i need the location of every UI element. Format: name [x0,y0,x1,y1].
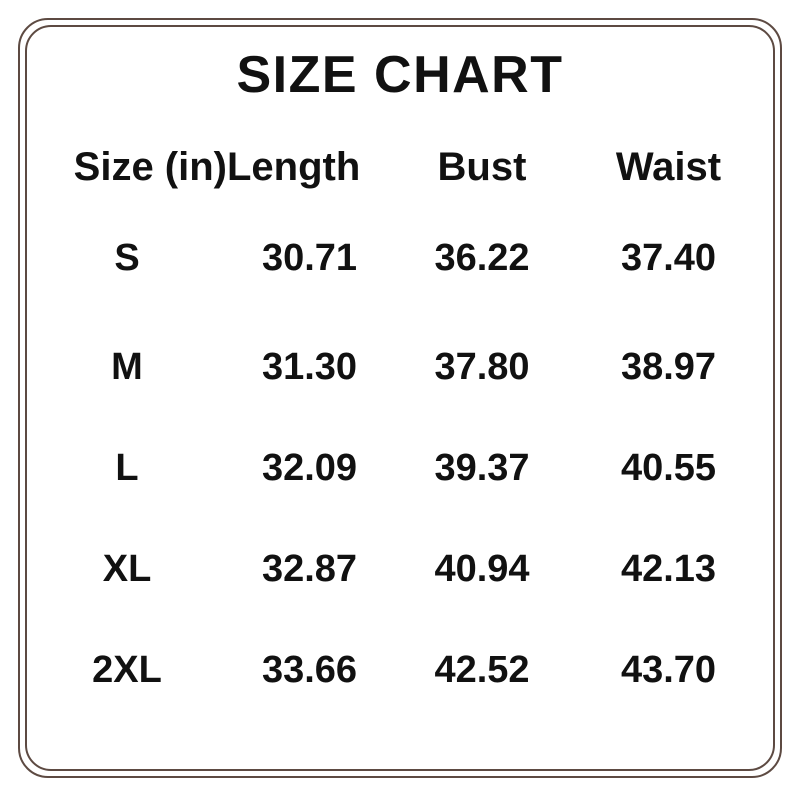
cell-length: 32.87 [261,548,358,590]
column-header-size: Size (in) [73,144,227,189]
cell-waist: 37.40 [620,236,717,279]
table-row: L 32.09 39.37 40.55 [27,418,791,519]
size-chart-content: SIZE CHART Size (in) Length Bust Waist [27,27,773,769]
cell-length: 33.66 [261,649,358,691]
size-chart-card-inner-border: SIZE CHART Size (in) Length Bust Waist [25,25,775,771]
cell-waist: 38.97 [620,346,717,388]
cell-bust: 37.80 [434,346,530,388]
cell-size: L [115,447,139,489]
cell-bust: 36.22 [434,236,530,279]
size-table-body: S 30.71 36.22 37.40 M 31.30 37.80 38.97 … [27,199,791,721]
size-table: Size (in) Length Bust Waist S 30.71 36.2… [27,135,791,721]
cell-bust: 40.94 [434,548,530,590]
cell-length: 30.71 [261,236,358,279]
column-header-length: Length [227,144,361,189]
column-header-bust: Bust [437,144,527,189]
cell-size: M [111,346,143,388]
cell-bust: 42.52 [434,649,530,691]
size-chart-card: SIZE CHART Size (in) Length Bust Waist [18,18,782,778]
size-table-header: Size (in) Length Bust Waist [27,135,791,199]
cell-length: 32.09 [261,447,358,489]
cell-length: 31.30 [261,346,358,388]
cell-waist: 40.55 [620,447,717,489]
table-header-row: Size (in) Length Bust Waist [27,135,791,199]
table-row: 2XL 33.66 42.52 43.70 [27,620,791,721]
cell-size: 2XL [92,649,162,691]
table-row: M 31.30 37.80 38.97 [27,317,791,418]
table-row: XL 32.87 40.94 42.13 [27,519,791,620]
column-header-waist: Waist [615,144,722,189]
page-title: SIZE CHART [236,46,564,104]
cell-bust: 39.37 [434,447,530,489]
cell-size: XL [102,548,152,590]
cell-waist: 42.13 [620,548,717,590]
cell-size: S [114,236,140,279]
cell-waist: 43.70 [620,649,717,691]
table-row: S 30.71 36.22 37.40 [27,199,791,317]
